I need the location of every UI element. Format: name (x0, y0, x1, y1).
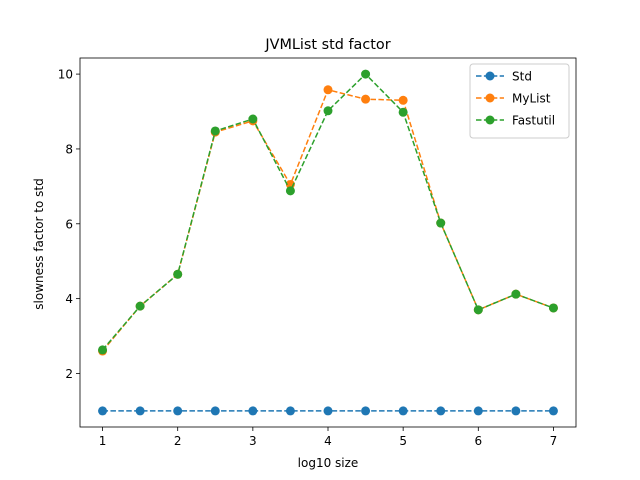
data-point-mylist (323, 85, 333, 95)
y-tick-label: 6 (65, 217, 73, 231)
x-tick-label: 4 (324, 434, 332, 448)
x-tick-label: 1 (99, 434, 107, 448)
plot-area (98, 69, 558, 416)
y-tick-label: 8 (65, 142, 73, 156)
x-tick-label: 7 (550, 434, 558, 448)
data-point-std (323, 406, 333, 416)
y-tick-label: 10 (58, 68, 73, 82)
x-axis-label: log10 size (298, 456, 359, 470)
legend-marker-std (485, 71, 495, 81)
data-point-fastutil (511, 289, 521, 299)
x-tick-label: 3 (249, 434, 257, 448)
data-point-std (285, 406, 295, 416)
data-point-std (98, 406, 108, 416)
y-axis-label: slowness factor to std (32, 178, 46, 309)
data-point-std (173, 406, 183, 416)
x-tick-label: 2 (174, 434, 182, 448)
x-tick-label: 6 (474, 434, 482, 448)
data-point-fastutil (98, 345, 108, 355)
legend: Std MyList Fastutil (469, 63, 570, 139)
data-point-fastutil (361, 69, 371, 79)
data-point-std (473, 406, 483, 416)
data-point-mylist (398, 95, 408, 105)
axes: 1 2 3 4 5 6 7 2 4 6 8 10 (58, 57, 577, 448)
data-point-fastutil (473, 305, 483, 315)
data-point-fastutil (398, 107, 408, 117)
data-point-std (548, 406, 558, 416)
legend-marker-fastutil (485, 115, 495, 125)
legend-marker-mylist (485, 93, 495, 103)
data-point-std (135, 406, 145, 416)
y-tick-label: 2 (65, 367, 73, 381)
legend-label-fastutil: Fastutil (512, 114, 555, 128)
chart-title: JVMList std factor (264, 37, 390, 53)
data-point-fastutil (210, 126, 220, 136)
data-point-fastutil (135, 301, 145, 311)
data-point-std (248, 406, 258, 416)
data-point-std (436, 406, 446, 416)
data-point-mylist (361, 94, 371, 104)
data-point-fastutil (285, 186, 295, 196)
data-point-fastutil (548, 303, 558, 313)
data-point-std (361, 406, 371, 416)
data-point-fastutil (248, 114, 258, 124)
data-point-fastutil (173, 269, 183, 279)
data-point-std (511, 406, 521, 416)
data-point-std (210, 406, 220, 416)
x-tick-label: 5 (399, 434, 407, 448)
data-point-fastutil (323, 106, 333, 116)
data-point-fastutil (436, 218, 446, 228)
legend-label-std: Std (512, 70, 532, 84)
data-point-std (398, 406, 408, 416)
y-tick-label: 4 (65, 292, 73, 306)
legend-label-mylist: MyList (512, 92, 551, 106)
